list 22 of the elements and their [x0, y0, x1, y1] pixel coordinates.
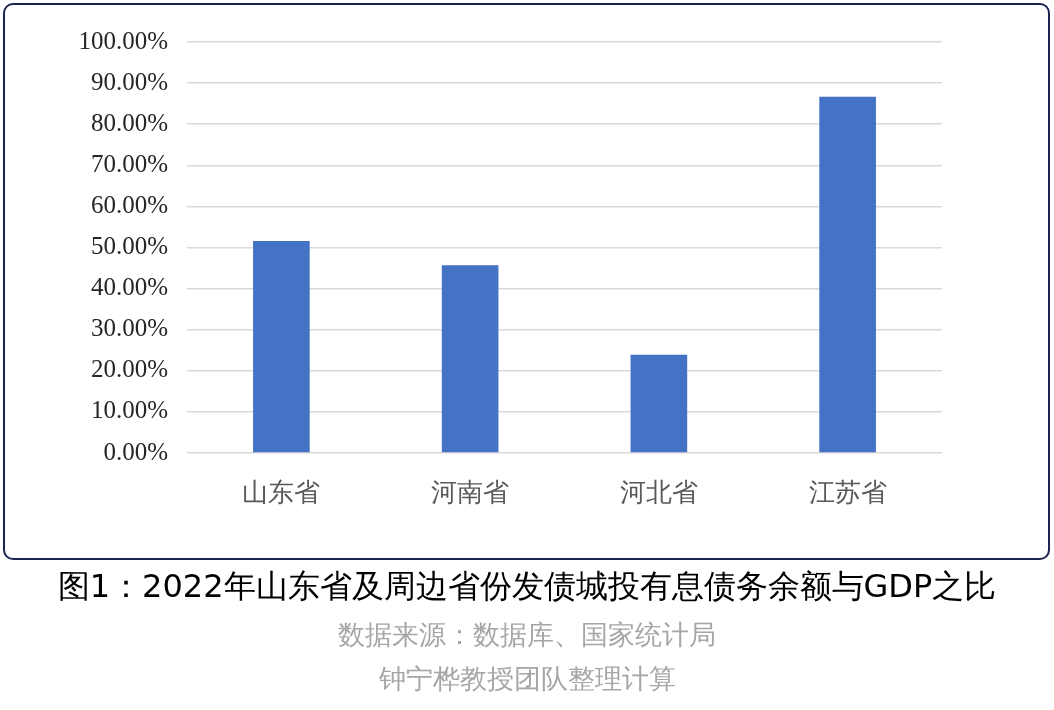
- x-tick-label: 河南省: [431, 478, 510, 508]
- x-tick-label: 山东省: [242, 478, 321, 508]
- y-tick-label: 60.00%: [90, 190, 168, 218]
- y-tick-label: 40.00%: [90, 273, 168, 301]
- y-tick-label: 20.00%: [90, 355, 168, 383]
- y-tick-label: 50.00%: [90, 232, 168, 260]
- bar: [253, 240, 310, 453]
- y-tick-label: 100.00%: [78, 26, 168, 54]
- bar: [819, 96, 876, 453]
- x-tick-label: 江苏省: [808, 478, 887, 508]
- bar: [630, 354, 688, 453]
- y-tick-label: 90.00%: [90, 67, 168, 95]
- source-note: 数据来源：数据库、国家统计局: [337, 618, 717, 652]
- x-tick-label: 河北省: [619, 478, 698, 508]
- y-tick-label: 70.00%: [90, 149, 168, 177]
- text: 钟宁桦教授团队整理计算: [377, 662, 677, 696]
- y-tick-label: 0.00%: [103, 437, 168, 465]
- y-tick-label: 10.00%: [90, 396, 168, 424]
- text: 图1：2022年山东省及周边省份发债城投有息债务余额与GDP之比: [56, 566, 998, 607]
- y-tick-label: 80.00%: [90, 108, 168, 136]
- y-tick-label: 30.00%: [90, 314, 168, 342]
- bar: [441, 265, 499, 453]
